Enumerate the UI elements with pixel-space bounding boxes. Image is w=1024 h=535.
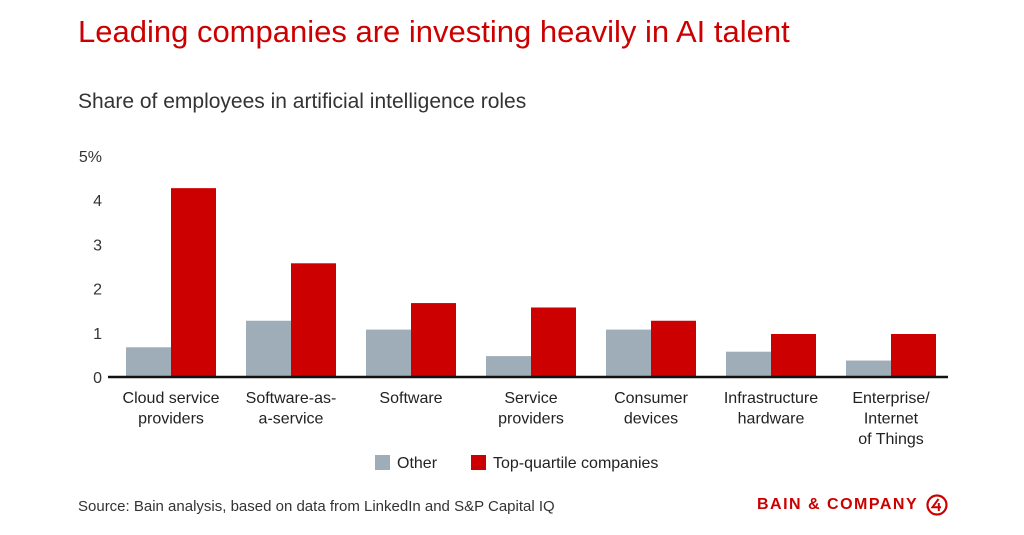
logo-text: BAIN & COMPANY — [757, 496, 919, 513]
bar-top-quartile — [891, 334, 936, 376]
x-tick-label: providers — [138, 411, 204, 428]
legend-swatch — [375, 455, 390, 470]
bar-top-quartile — [771, 334, 816, 376]
legend-swatch — [471, 455, 486, 470]
bar-chart: 0 1 2 3 4 5% Cloud service providers Software-as… — [79, 149, 948, 472]
x-tick-label: a-service — [259, 411, 324, 428]
x-tick-label: Software-as- — [246, 390, 337, 407]
x-tick-label: Cloud service — [123, 390, 220, 407]
legend-label: Other — [397, 455, 438, 472]
bar-top-quartile — [171, 188, 216, 376]
bar-other — [726, 351, 771, 376]
y-tick-label: 3 — [93, 237, 102, 254]
y-tick-label: 0 — [93, 370, 102, 387]
bar-other — [246, 320, 291, 376]
bar-other — [846, 360, 891, 376]
x-tick-label: devices — [624, 411, 678, 428]
x-tick-label: hardware — [738, 411, 805, 428]
bar-top-quartile — [531, 307, 576, 376]
x-tick-label: Consumer — [614, 390, 688, 407]
bar-top-quartile — [411, 303, 456, 376]
bar-top-quartile — [651, 320, 696, 376]
bar-other — [486, 356, 531, 376]
source-note: Source: Bain analysis, based on data fro… — [78, 498, 555, 515]
logo-mark-icon — [926, 494, 948, 516]
x-tick-label: Enterprise/ — [852, 390, 930, 407]
bar-top-quartile — [291, 263, 336, 376]
x-tick-label: Software — [379, 390, 442, 407]
y-tick-label: 2 — [93, 282, 102, 299]
x-tick-label: providers — [498, 411, 564, 428]
x-tick-label: of Things — [858, 431, 924, 448]
bain-logo: BAIN & COMPANY — [757, 494, 948, 516]
chart-subtitle: Share of employees in artificial intelli… — [78, 90, 527, 113]
chart-title: Leading companies are investing heavily … — [78, 14, 790, 49]
x-tick-label: Internet — [864, 411, 919, 428]
y-tick-label: 5% — [79, 149, 102, 166]
x-tick-label: Infrastructure — [724, 390, 818, 407]
y-tick-label: 1 — [93, 326, 102, 343]
y-tick-label: 4 — [93, 193, 102, 210]
legend-label: Top-quartile companies — [493, 455, 658, 472]
x-tick-label: Service — [504, 390, 557, 407]
bar-other — [366, 329, 411, 376]
bar-other — [126, 347, 171, 376]
bar-other — [606, 329, 651, 376]
